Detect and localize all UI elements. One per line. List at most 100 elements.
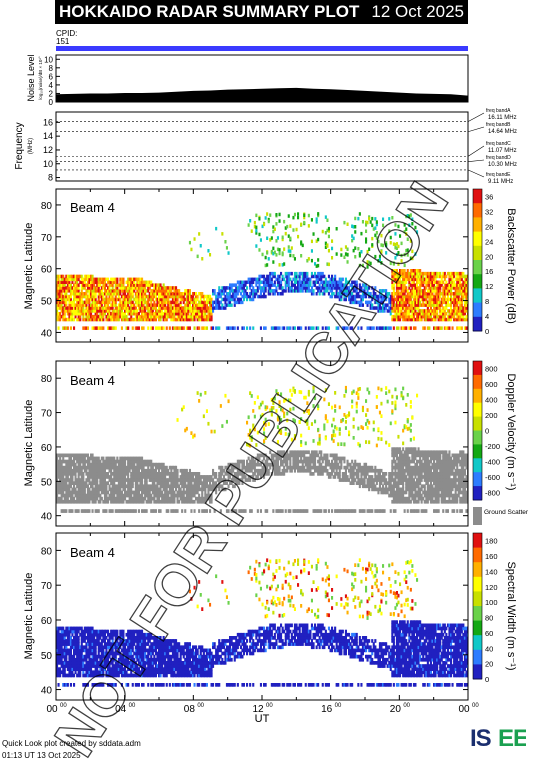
data-cell <box>279 326 281 330</box>
power-colorbar-tick: 16 <box>485 267 493 276</box>
data-cell <box>211 430 213 434</box>
data-cell <box>221 424 223 428</box>
power-colorbar-tick: 24 <box>485 237 493 246</box>
data-cell <box>183 405 185 409</box>
data-cell <box>166 326 168 330</box>
data-cell <box>311 240 313 244</box>
data-cell <box>169 326 171 330</box>
data-cell <box>285 232 287 236</box>
data-cell <box>347 248 349 252</box>
data-cell <box>393 326 395 330</box>
power-colorbar-tick: 32 <box>485 207 493 216</box>
data-cell <box>258 233 260 237</box>
data-cell <box>313 289 315 293</box>
power-colorbar-tick: 28 <box>485 222 493 231</box>
freq-ytick-label: 10 <box>43 159 53 169</box>
data-cell <box>146 509 148 513</box>
data-cell <box>260 238 262 242</box>
data-cell <box>283 220 285 224</box>
data-cell <box>251 394 253 398</box>
data-cell <box>190 248 192 252</box>
data-cell <box>251 229 253 233</box>
data-cell <box>268 257 270 261</box>
freq-band-value: 9.11 MHz <box>488 179 513 185</box>
noise-ytick-label: 2 <box>49 89 54 98</box>
data-cell <box>279 252 281 256</box>
noise-ytick-label: 4 <box>49 81 54 90</box>
data-cell <box>116 278 118 282</box>
data-cell <box>300 254 302 258</box>
data-cell <box>167 509 169 513</box>
data-cell <box>354 225 356 229</box>
noise-ytick-label: 0 <box>49 98 54 107</box>
data-cell <box>214 430 216 434</box>
data-cell <box>246 286 248 290</box>
data-cell <box>308 214 310 218</box>
data-cell <box>127 326 129 330</box>
data-cell <box>204 391 206 395</box>
data-cell <box>308 257 310 261</box>
data-cell <box>177 418 179 422</box>
data-cell <box>336 227 338 231</box>
data-cell <box>226 420 228 424</box>
data-cell <box>359 212 361 216</box>
data-cell <box>316 220 318 224</box>
data-cell <box>266 509 268 513</box>
power-colorbar-tick: 20 <box>485 252 493 261</box>
data-cell <box>224 240 226 244</box>
data-cell <box>160 509 162 513</box>
data-cell <box>200 244 202 248</box>
data-cell <box>189 289 191 293</box>
data-cell <box>209 253 211 257</box>
data-cell <box>163 326 165 330</box>
freq-band-leader <box>468 146 484 156</box>
data-cell <box>274 228 276 232</box>
data-cell <box>343 221 345 225</box>
freq-band-leader <box>468 170 484 177</box>
power-ytick-label: 50 <box>41 297 53 308</box>
power-beam-label: Beam 4 <box>70 200 115 215</box>
data-cell <box>289 249 291 253</box>
data-cell <box>288 245 290 249</box>
data-cell <box>277 236 279 240</box>
data-cell <box>198 326 200 330</box>
data-cell <box>283 262 285 266</box>
data-cell <box>275 253 277 257</box>
data-cell <box>198 399 200 403</box>
data-cell <box>336 252 338 256</box>
data-cell <box>294 257 296 261</box>
data-cell <box>249 219 251 223</box>
data-cell <box>266 263 268 267</box>
data-cell <box>122 278 124 282</box>
data-cell <box>220 404 222 408</box>
data-cell <box>368 217 370 221</box>
data-cell <box>105 509 107 513</box>
power-colorbar-label: Backscatter Power (dB) <box>505 208 517 324</box>
data-cell <box>465 326 467 330</box>
data-cell <box>214 289 216 293</box>
power-colorbar-segment <box>473 303 482 318</box>
noise-ytick-label: 6 <box>49 72 54 81</box>
power-ytick-label: 80 <box>41 201 53 212</box>
data-cell <box>390 326 392 330</box>
power-colorbar-tick: 4 <box>485 312 489 321</box>
noise-ylabel-sub: log₁₀(noise)/dB × 10¹° <box>38 56 43 100</box>
data-cell <box>243 326 245 330</box>
data-cell <box>322 230 324 234</box>
data-cell <box>297 216 299 220</box>
data-cell <box>112 509 114 513</box>
data-cell <box>206 326 208 330</box>
data-cell <box>272 509 274 513</box>
data-cell <box>334 275 336 279</box>
data-cell <box>190 431 192 435</box>
data-cell <box>283 247 285 251</box>
data-cell <box>328 263 330 267</box>
power-ytick-label: 70 <box>41 233 53 244</box>
data-cell <box>98 509 100 513</box>
freq-band-name: freq bandE <box>486 172 511 178</box>
data-cell <box>218 326 220 330</box>
data-cell <box>246 326 248 330</box>
data-cell <box>274 272 276 276</box>
data-cell <box>212 326 214 330</box>
